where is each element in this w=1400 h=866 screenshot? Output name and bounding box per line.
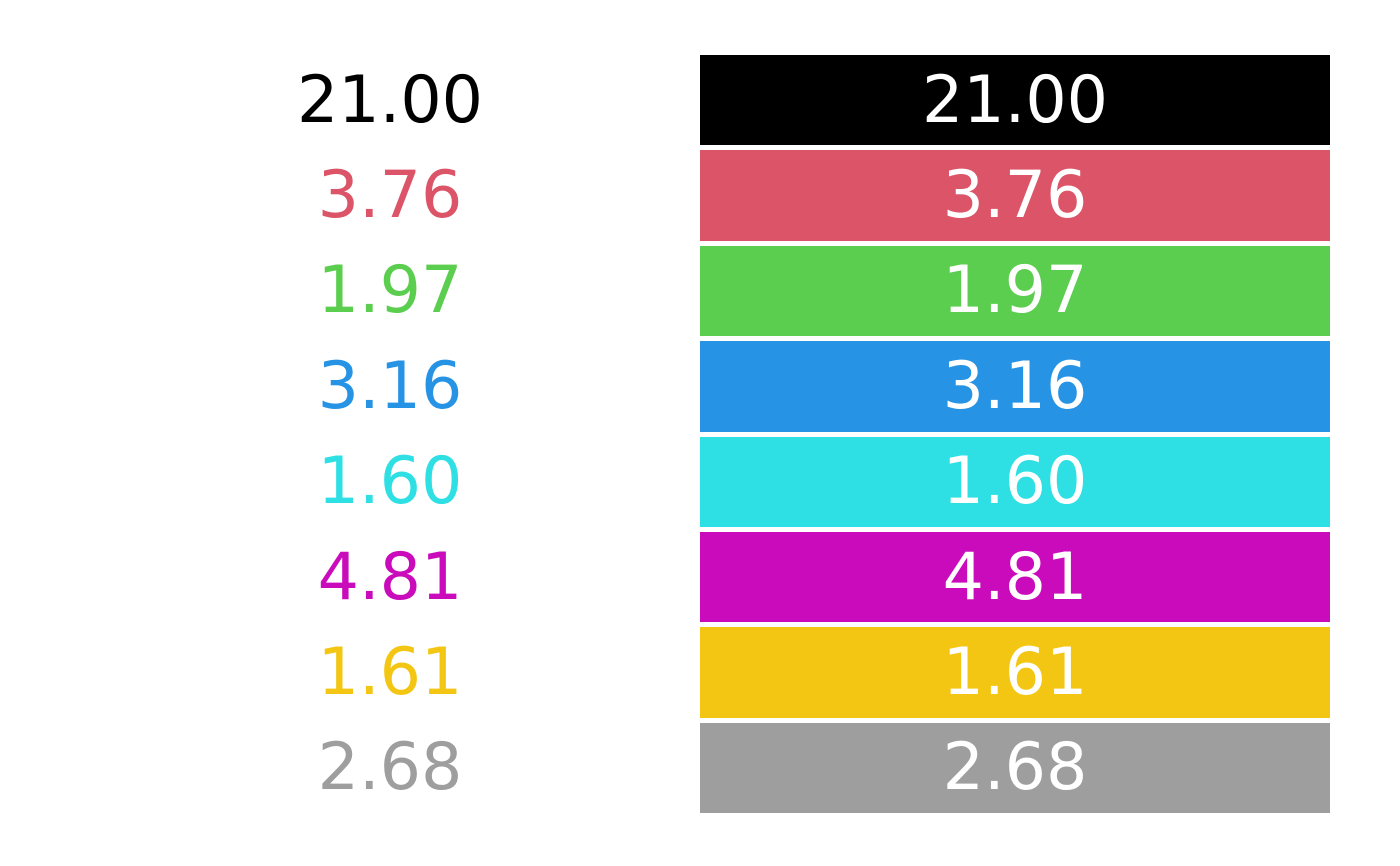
value-row: 1.60 1.60	[0, 436, 1400, 527]
left-value-label: 2.68	[317, 730, 463, 806]
color-bar: 2.68	[700, 722, 1330, 814]
left-value-label: 4.81	[317, 539, 463, 615]
value-row: 3.16 3.16	[0, 341, 1400, 432]
bar-value-label: 3.76	[942, 158, 1088, 234]
color-bar: 1.61	[700, 627, 1330, 718]
value-row: 1.97 1.97	[0, 245, 1400, 337]
bar-value-label: 2.68	[942, 730, 1088, 806]
value-row: 4.81 4.81	[0, 531, 1400, 623]
bar-value-label: 21.00	[921, 62, 1109, 138]
value-row: 1.61 1.61	[0, 627, 1400, 718]
left-value-label: 1.61	[317, 635, 463, 711]
left-value-label: 1.97	[317, 253, 463, 329]
color-bar: 1.60	[700, 436, 1330, 527]
bar-value-label: 1.97	[942, 253, 1088, 329]
left-value-label: 3.76	[317, 158, 463, 234]
color-bar: 3.16	[700, 341, 1330, 432]
rows-container: 21.00 21.00 3.76 3.76 1.97 1.97 3.16 3.1…	[0, 55, 1400, 818]
color-bar: 21.00	[700, 55, 1330, 146]
left-value-label: 3.16	[317, 348, 463, 424]
color-bar: 3.76	[700, 150, 1330, 241]
value-row: 2.68 2.68	[0, 722, 1400, 814]
bar-value-label: 3.16	[942, 348, 1088, 424]
bar-value-label: 1.60	[942, 444, 1088, 520]
color-bar: 1.97	[700, 245, 1330, 337]
left-value-label: 21.00	[296, 62, 484, 138]
left-value-label: 1.60	[317, 444, 463, 520]
bar-value-label: 4.81	[942, 539, 1088, 615]
value-row: 3.76 3.76	[0, 150, 1400, 241]
bar-value-label: 1.61	[942, 635, 1088, 711]
value-row: 21.00 21.00	[0, 55, 1400, 146]
color-bar: 4.81	[700, 531, 1330, 623]
